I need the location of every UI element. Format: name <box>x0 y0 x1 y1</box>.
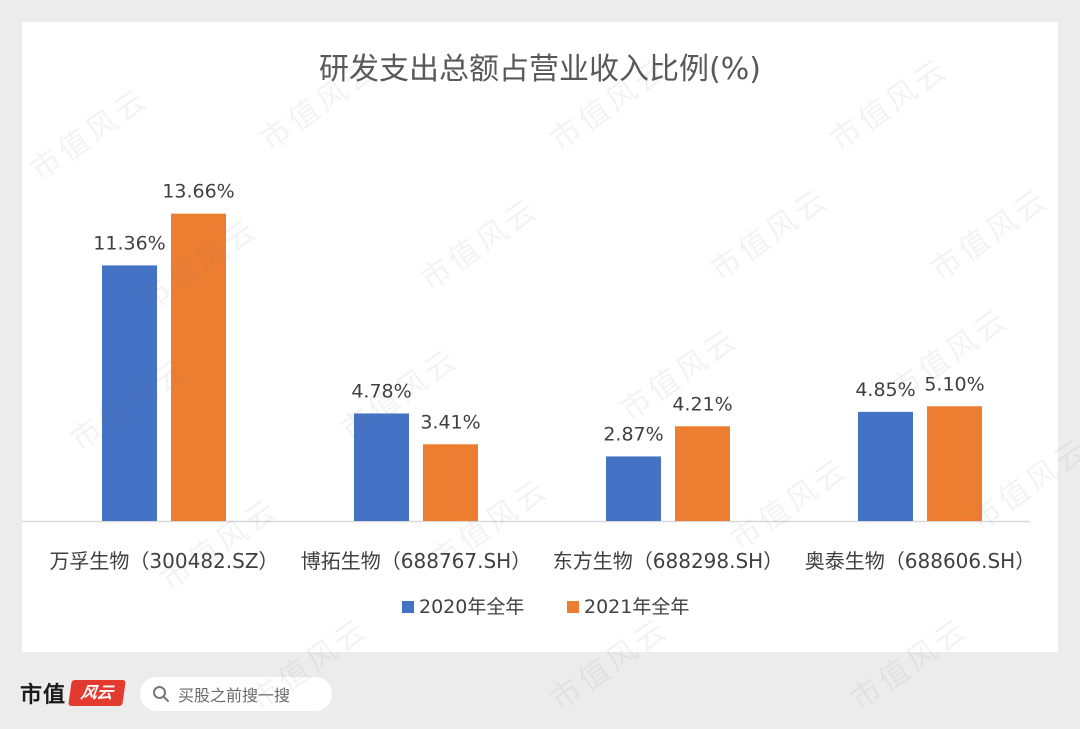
legend-swatch-2 <box>567 601 579 613</box>
data-label-1-4: 4.85% <box>855 379 915 401</box>
bar-chart: 研发支出总额占营业收入比例(%) 11.36% 13.66% 万孚生物（300482.… <box>22 52 1035 618</box>
category-label-1: 万孚生物（300482.SZ） <box>49 549 278 573</box>
footer-bar: 市值 风云 买股之前搜一搜 <box>0 652 1080 729</box>
bar-2-3 <box>675 426 730 521</box>
data-label-1-1: 11.36% <box>93 232 165 254</box>
bar-1-3 <box>606 456 661 521</box>
search-icon <box>152 685 170 703</box>
data-label-2-3: 4.21% <box>672 393 732 415</box>
category-label-3: 东方生物（688298.SH） <box>553 549 783 573</box>
bar-1-4 <box>858 411 913 521</box>
data-label-2-4: 5.10% <box>924 373 984 395</box>
category-label-4: 奥泰生物（688606.SH） <box>805 549 1035 573</box>
brand-logo: 市值 风云 <box>20 676 126 710</box>
data-label-2-2: 3.41% <box>420 411 480 433</box>
legend-label-1: 2020年全年 <box>419 596 524 618</box>
bar-2-4 <box>927 406 982 521</box>
data-label-1-2: 4.78% <box>351 380 411 402</box>
chart-panel: 研发支出总额占营业收入比例(%) 11.36% 13.66% 万孚生物（300482.… <box>22 22 1058 652</box>
search-box[interactable]: 买股之前搜一搜 <box>140 677 332 711</box>
legend-swatch-1 <box>402 601 414 613</box>
brand-seal: 风云 <box>68 680 126 706</box>
legend-label-2: 2021年全年 <box>584 596 689 618</box>
category-label-2: 博拓生物（688767.SH） <box>301 549 531 573</box>
search-placeholder: 买股之前搜一搜 <box>178 686 291 705</box>
bar-1-2 <box>354 413 409 521</box>
bar-2-1 <box>171 213 226 521</box>
chart-title: 研发支出总额占营业收入比例(%) <box>319 52 761 87</box>
brand-name: 市值 <box>20 682 67 708</box>
data-label-1-3: 2.87% <box>603 423 663 445</box>
bar-1-1 <box>102 265 157 521</box>
bar-2-2 <box>423 444 478 521</box>
data-label-2-1: 13.66% <box>162 181 234 203</box>
